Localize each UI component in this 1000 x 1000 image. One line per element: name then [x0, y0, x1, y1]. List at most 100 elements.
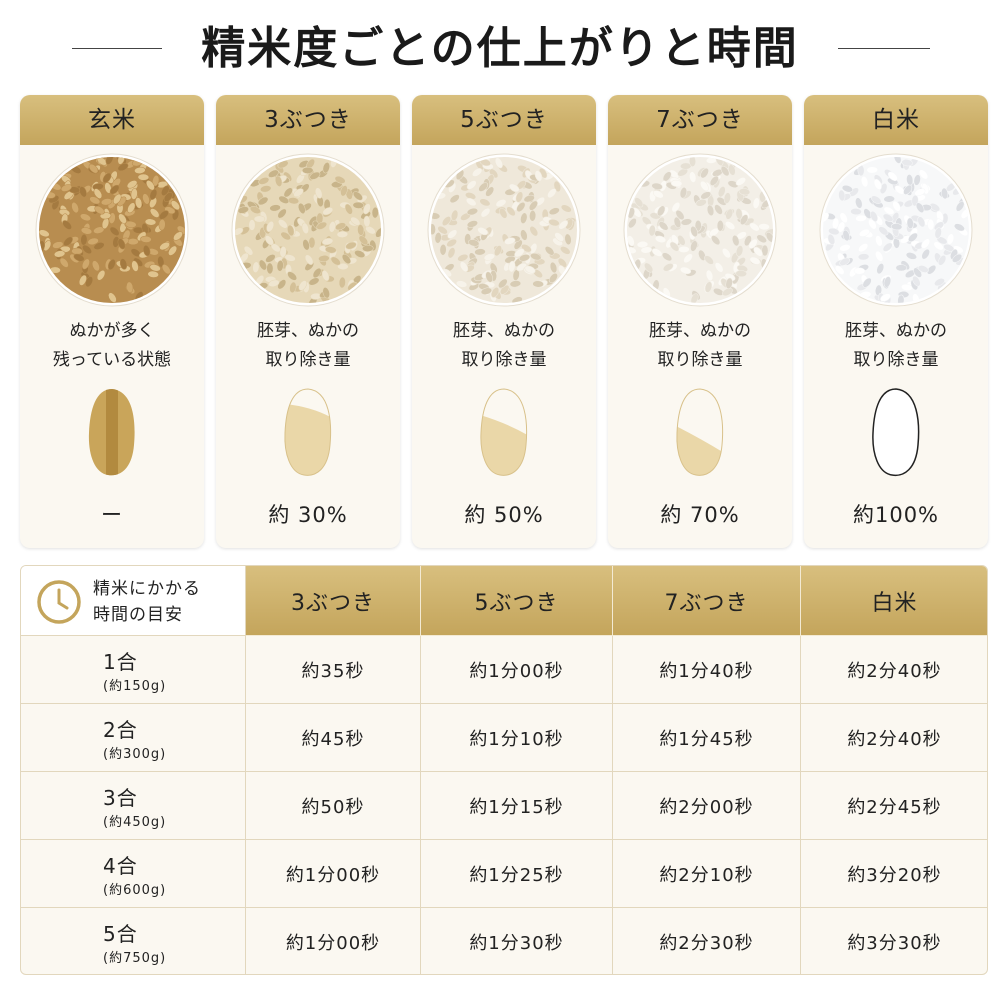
rice-grain	[725, 277, 733, 290]
rice-grain	[716, 219, 724, 232]
rice-grain	[357, 224, 365, 236]
rice-grain	[491, 287, 500, 298]
rice-grain	[558, 220, 569, 230]
rice-grain	[105, 157, 114, 165]
rice-grain	[457, 253, 469, 262]
rice-grain	[344, 203, 353, 215]
rice-grain	[838, 189, 846, 202]
table-corner: 精米にかかる 時間の目安	[21, 566, 246, 636]
description: 胚芽、ぬかの	[649, 321, 751, 341]
rice-grain	[439, 243, 447, 256]
rice-grain	[39, 229, 50, 238]
rice-grain	[929, 202, 941, 212]
rice-grain	[714, 204, 723, 215]
rice-card: 3ぶつき 胚芽、ぬかの 取り除き量約 30%	[216, 95, 400, 548]
rice-grain	[149, 188, 158, 200]
description: 取り除き量	[461, 350, 547, 370]
rice-grain	[334, 175, 346, 184]
ratio: 約 50%	[464, 503, 544, 527]
rice-card: 7ぶつき 胚芽、ぬかの 取り除き量約 70%	[608, 95, 792, 548]
rice-grain	[354, 250, 366, 258]
amount: 2合	[103, 717, 138, 742]
rice-grain	[159, 241, 170, 251]
rice-grain	[146, 180, 155, 191]
rice-grain	[266, 221, 275, 232]
rice-grain	[434, 232, 442, 244]
rice-grain	[654, 235, 667, 243]
rice-grain	[161, 264, 171, 275]
time-cell: 約1分30秒	[421, 908, 613, 974]
rice-grain	[738, 188, 751, 196]
rice-grain	[644, 262, 654, 273]
rice-grain	[87, 237, 99, 246]
rice-grain	[834, 265, 845, 275]
rice-grain	[917, 216, 926, 228]
rice-grain	[921, 238, 931, 249]
rice-grain	[266, 262, 274, 275]
rice-grain	[504, 237, 516, 245]
rice-grain	[308, 277, 320, 286]
row-header: 5合 (約750g)	[21, 908, 246, 974]
rice-grain	[855, 197, 863, 209]
rice-card: 5ぶつき 胚芽、ぬかの 取り除き量約 50%	[412, 95, 596, 548]
rice-grain	[52, 241, 64, 249]
time-cell: 約1分45秒	[613, 704, 801, 772]
rice-grain	[495, 199, 507, 208]
rice-grain	[853, 267, 866, 275]
clock-hands	[57, 588, 69, 610]
rice-grain	[901, 283, 913, 291]
rice-grain	[494, 245, 502, 257]
rice-grain	[714, 262, 724, 273]
rice-grain	[362, 244, 374, 252]
rice-grain	[640, 246, 653, 254]
rice-grain	[906, 217, 914, 230]
rice-grain	[80, 227, 93, 235]
rice-grain	[71, 202, 79, 214]
rice-grain	[915, 202, 925, 213]
rice-grain	[158, 210, 169, 220]
rice-grain	[127, 202, 136, 214]
rice-grain	[301, 166, 314, 174]
rice-grain	[363, 203, 371, 215]
rice-grain	[897, 294, 905, 303]
rice-grain	[895, 264, 908, 272]
rice-grain	[298, 280, 307, 291]
rice-grain	[509, 280, 522, 288]
ratio: 約 70%	[660, 503, 740, 527]
time-cell: 約1分25秒	[421, 840, 613, 908]
rice-grain	[761, 244, 769, 257]
card-label: 3ぶつき	[216, 95, 400, 145]
rice-grain	[875, 250, 884, 262]
rice-grain	[93, 188, 103, 199]
rice-grain	[314, 187, 323, 199]
rice-grain	[857, 253, 870, 261]
rice-grain	[725, 208, 734, 220]
time-cell: 約1分00秒	[421, 636, 613, 704]
rice-grain	[921, 248, 930, 260]
rice-grain	[321, 270, 330, 282]
rice-grain	[704, 281, 713, 293]
rice-grain	[455, 280, 468, 288]
rice-grain	[102, 172, 112, 184]
rice-grain	[875, 235, 883, 247]
rice-grains	[235, 157, 381, 303]
amount: 4合	[103, 853, 138, 878]
rice-grain	[126, 180, 138, 189]
rice-grain	[913, 174, 921, 186]
rice-grain	[658, 221, 669, 231]
rice-grain	[711, 235, 721, 246]
description: 取り除き量	[657, 350, 743, 370]
rice-grain	[850, 208, 862, 216]
rice-grain	[732, 234, 740, 247]
rice-grain	[450, 209, 459, 222]
rice-grain	[695, 199, 707, 207]
rice-grain	[137, 173, 150, 181]
ratio: 約100%	[852, 503, 940, 527]
rice-grain	[157, 255, 165, 268]
rice-grain	[94, 205, 105, 215]
rice-grain	[723, 192, 731, 204]
rice-grain	[59, 257, 69, 268]
rice-grain	[547, 188, 557, 199]
rice-grain	[82, 244, 92, 254]
time-cell: 約3分30秒	[801, 908, 987, 974]
